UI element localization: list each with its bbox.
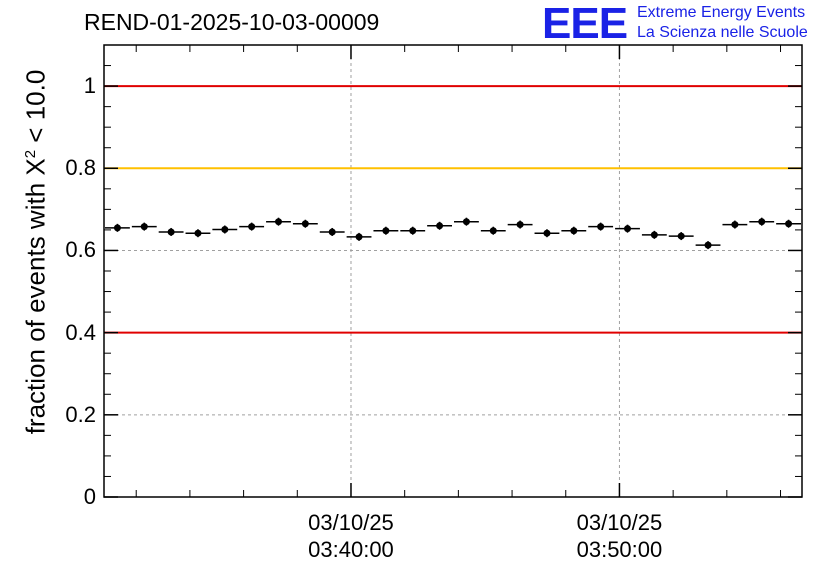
data-points <box>105 217 801 250</box>
data-point <box>113 224 121 232</box>
y-tick-label: 0.4 <box>65 319 96 345</box>
data-point <box>489 227 497 235</box>
data-point <box>221 225 229 233</box>
y-tick-label: 0.2 <box>65 401 96 427</box>
y-tick-label: 1 <box>83 73 96 99</box>
y-tick-label: 0.8 <box>65 155 96 181</box>
y-tick-label: 0 <box>83 484 96 509</box>
logo-text-line2: La Scienza nelle Scuole <box>637 24 808 41</box>
data-point <box>758 218 766 226</box>
x-tick-date: 03/10/25 <box>308 510 394 535</box>
y-tick-label: 0.6 <box>65 237 96 263</box>
data-point <box>140 223 148 231</box>
grid-layer <box>104 45 802 497</box>
data-point <box>436 222 444 230</box>
y-axis-label-prefix: fraction of events with <box>20 175 51 435</box>
data-point <box>194 229 202 237</box>
data-point <box>570 227 578 235</box>
data-point <box>409 227 417 235</box>
chart-title: REND-01-2025-10-03-00009 <box>84 9 380 35</box>
plot-border <box>103 44 803 498</box>
data-point <box>516 221 524 229</box>
data-point <box>543 229 551 237</box>
data-point <box>355 233 363 241</box>
logo-text-line1: Extreme Energy Events <box>637 4 806 21</box>
data-point <box>677 232 685 240</box>
data-point <box>382 227 390 235</box>
data-point <box>167 228 175 236</box>
data-point <box>731 221 739 229</box>
eee-logo: EEE <box>542 0 628 48</box>
x-tick-date: 03/10/25 <box>576 510 663 535</box>
plot-frame <box>103 44 803 498</box>
data-point <box>248 223 256 231</box>
x-tick-label: 03/10/25 03:50:00 <box>549 509 689 563</box>
data-point <box>301 220 309 228</box>
x-tick-time: 03:40:00 <box>308 537 394 562</box>
data-point <box>650 231 658 239</box>
data-point <box>597 223 605 231</box>
x-tick-time: 03:50:00 <box>576 537 663 562</box>
data-point <box>704 241 712 249</box>
reference-lines <box>104 85 802 334</box>
data-point <box>785 220 793 228</box>
data-point <box>624 225 631 233</box>
data-point <box>328 228 336 236</box>
data-point <box>275 218 282 226</box>
x-tick-label: 03/10/25 03:40:00 <box>281 509 421 563</box>
data-point <box>462 218 470 226</box>
